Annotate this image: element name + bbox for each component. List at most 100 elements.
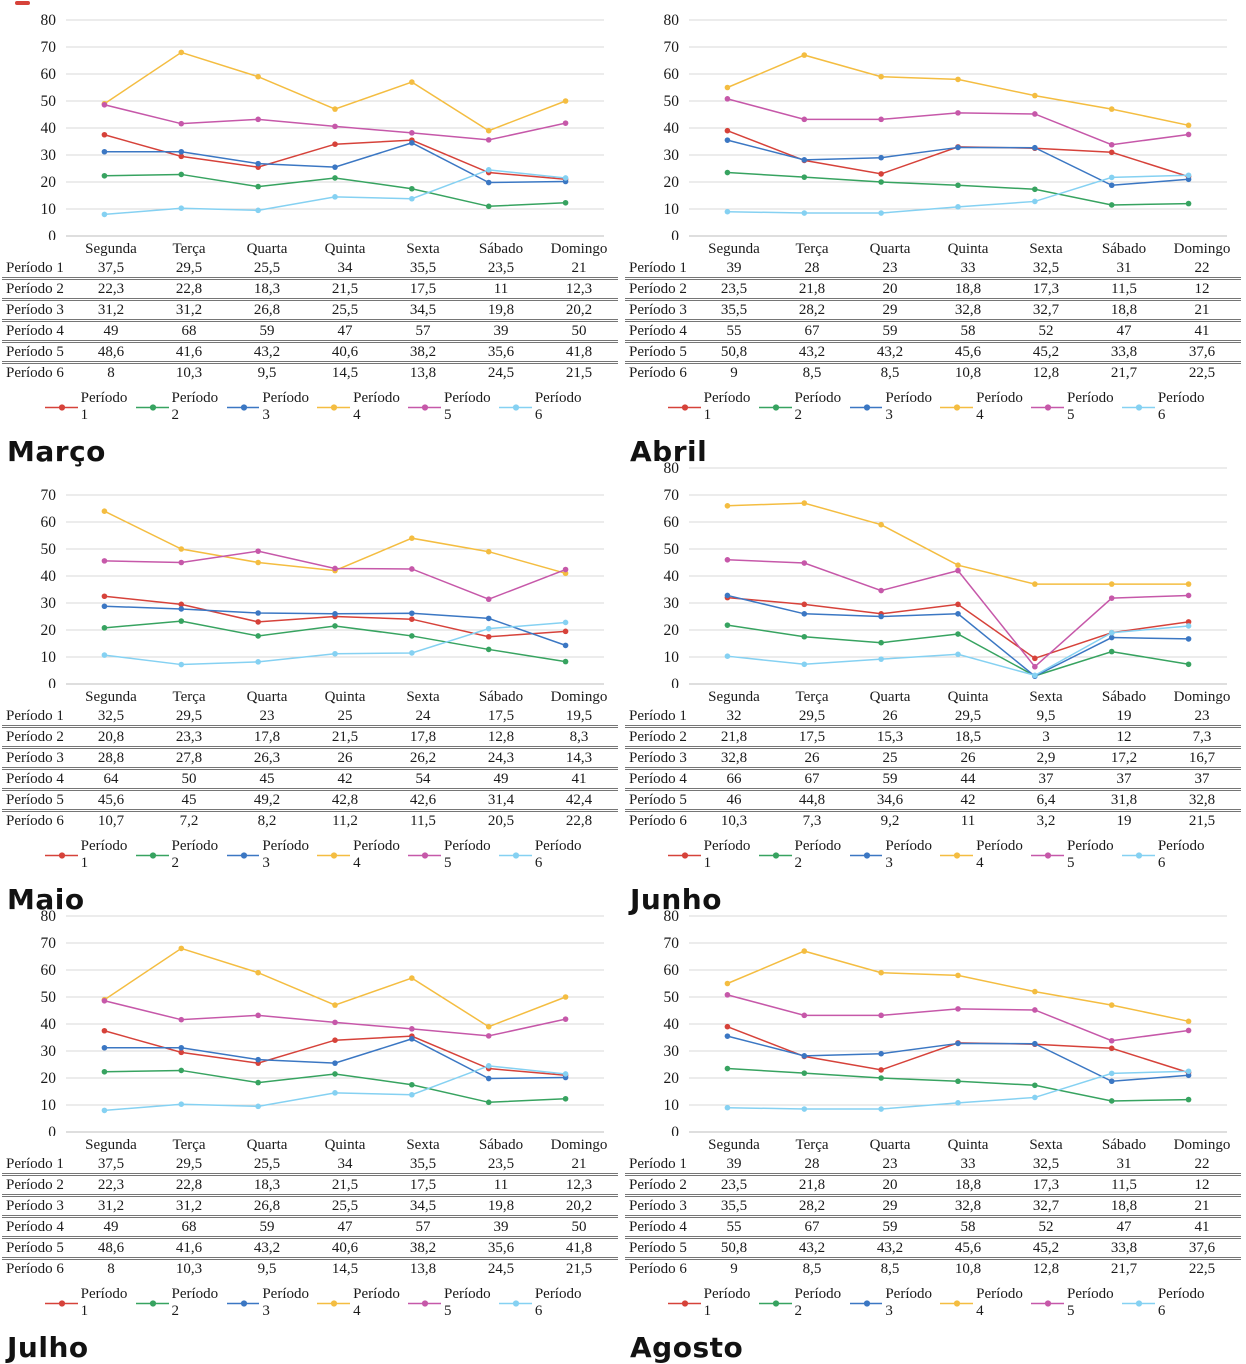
value-cell: 21,5	[565, 365, 593, 381]
data-point	[878, 116, 884, 123]
period-label-cell: Período 4	[6, 1219, 64, 1235]
data-point	[562, 642, 569, 649]
value-cell: 20,2	[565, 302, 593, 318]
y-axis-tick-label: 20	[41, 622, 57, 639]
day-header-cell: Segunda	[708, 689, 760, 705]
y-axis-tick-label: 60	[664, 66, 680, 83]
data-point	[255, 116, 261, 123]
series-período-2	[101, 171, 569, 210]
legend-item-período-5: Período 5	[1030, 838, 1121, 872]
data-point	[1108, 1037, 1115, 1044]
y-axis-tick-label: 10	[41, 649, 57, 666]
data-point	[332, 164, 338, 170]
value-cell: 49	[103, 323, 119, 339]
data-point	[1108, 182, 1115, 189]
day-header-cell: Domingo	[550, 241, 608, 257]
table-row: Período 4 55 67 59 58 52 47 41	[625, 321, 1241, 342]
value-cell: 29,5	[175, 1156, 203, 1172]
line-chart: 0 10 20 30 40 50 60 70 80	[41, 12, 604, 240]
day-header-cell: Sábado	[478, 689, 524, 705]
series-período-4	[724, 948, 1192, 1025]
value-cell: 18,8	[954, 281, 982, 297]
data-point	[878, 179, 884, 185]
series-line	[104, 51, 566, 132]
value-cell: 21	[1194, 1198, 1210, 1214]
data-point	[562, 1016, 569, 1022]
series-line	[727, 98, 1189, 146]
legend-item-período-3: Período 3	[226, 390, 317, 424]
corner-cell	[625, 688, 695, 707]
data-point	[724, 127, 731, 134]
day-header-cell: Quinta	[947, 241, 989, 257]
day-header-cell: Segunda	[85, 1137, 137, 1153]
data-point	[332, 1019, 338, 1026]
legend-marker-icon	[135, 403, 169, 411]
value-cell: 67	[804, 771, 820, 787]
data-point	[801, 1012, 808, 1019]
data-point	[101, 603, 108, 610]
data-point	[724, 503, 731, 509]
y-axis-tick-label: 20	[664, 1070, 680, 1087]
value-cell: 10,3	[175, 365, 203, 381]
data-point	[409, 79, 415, 85]
legend-item-período-1: Período 1	[667, 390, 758, 424]
data-point	[178, 49, 185, 56]
y-axis-tick-label: 60	[41, 66, 57, 83]
legend-label: Período 5	[1066, 390, 1114, 423]
value-cell: 67	[804, 1219, 820, 1235]
value-cell: 58	[960, 323, 976, 339]
data-point	[878, 210, 884, 216]
value-cell: 18,8	[954, 1177, 982, 1193]
legend-label: Período 2	[171, 390, 219, 423]
corner-cell	[625, 240, 695, 259]
data-point	[955, 562, 961, 568]
data-point	[801, 174, 808, 180]
legend-label: Período 4	[353, 838, 400, 871]
y-axis-tick-label: 40	[664, 120, 680, 137]
chart-legend: Período 1 Período 2 Período 3 Período 4 Perí…	[0, 390, 623, 424]
day-header-cell: Sexta	[1029, 241, 1063, 257]
data-point	[332, 611, 338, 617]
month-title: Março	[7, 435, 106, 468]
value-cell: 43,2	[253, 1240, 281, 1256]
legend-label: Período 2	[171, 1286, 219, 1319]
data-point	[101, 148, 108, 155]
day-header-cell: Sábado	[1101, 241, 1147, 257]
value-cell: 49	[103, 1219, 119, 1235]
legend-marker-icon	[940, 851, 974, 859]
value-cell: 9,5	[257, 365, 277, 381]
data-point	[1108, 1002, 1115, 1008]
value-cell: 49,2	[253, 792, 281, 808]
value-cell: 29,5	[175, 708, 203, 724]
period-label-cell: Período 5	[6, 344, 64, 360]
legend-item-período-2: Período 2	[758, 390, 849, 424]
data-point	[485, 137, 492, 143]
value-cell: 8	[107, 365, 115, 381]
data-point	[485, 1063, 492, 1069]
value-cell: 33,8	[1110, 344, 1138, 360]
value-cell: 12	[1116, 729, 1132, 745]
value-cell: 10,3	[720, 813, 748, 829]
legend-item-período-5: Período 5	[407, 390, 498, 424]
table-row: Período 4 49 68 59 47 57 39 50	[2, 321, 618, 342]
data-point	[255, 633, 261, 639]
value-cell: 44	[960, 771, 976, 787]
legend-item-período-1: Período 1	[44, 390, 135, 424]
y-axis-tick-label: 10	[41, 201, 57, 218]
value-cell: 19	[1116, 708, 1132, 724]
y-axis-tick-label: 80	[664, 908, 680, 925]
data-point	[409, 195, 415, 202]
value-cell: 10,7	[97, 813, 125, 829]
value-cell: 11	[960, 813, 976, 829]
legend-item-período-4: Período 4	[316, 838, 407, 872]
data-point	[1032, 672, 1038, 679]
corner-cell	[2, 688, 72, 707]
legend-marker-icon	[135, 851, 169, 859]
corner-cell	[2, 1136, 72, 1155]
table-row: Período 3 28,8 27,8 26,3 26 26,2 24,3 14,3	[2, 748, 618, 769]
legend-marker-icon	[499, 1299, 532, 1307]
data-point	[724, 208, 731, 215]
value-cell: 25	[882, 750, 898, 766]
line-chart: 0 10 20 30 40 50 60 70 80	[664, 12, 1227, 240]
data-point	[409, 535, 415, 541]
